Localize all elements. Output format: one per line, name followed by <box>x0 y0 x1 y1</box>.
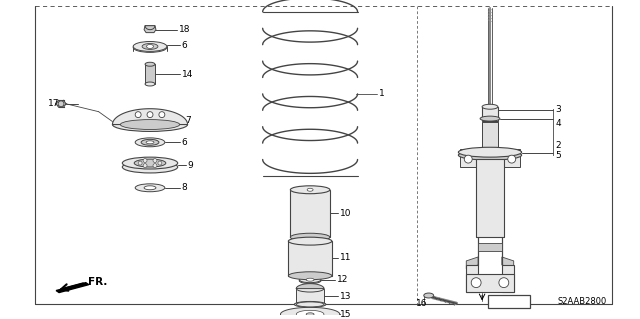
Circle shape <box>147 112 153 118</box>
Circle shape <box>143 164 147 167</box>
Ellipse shape <box>480 116 500 121</box>
Circle shape <box>464 155 472 163</box>
Ellipse shape <box>291 186 330 194</box>
Text: 6: 6 <box>182 41 188 50</box>
Ellipse shape <box>296 285 324 292</box>
Ellipse shape <box>122 157 178 169</box>
Polygon shape <box>502 257 514 269</box>
Text: FR.: FR. <box>88 277 107 287</box>
Bar <box>478 243 502 251</box>
Ellipse shape <box>144 186 156 190</box>
Ellipse shape <box>142 43 158 49</box>
Text: 1: 1 <box>380 89 385 98</box>
Circle shape <box>471 278 481 288</box>
Polygon shape <box>504 149 520 167</box>
Circle shape <box>153 159 157 162</box>
Text: 5: 5 <box>556 151 561 160</box>
Ellipse shape <box>458 147 522 157</box>
Polygon shape <box>145 26 155 30</box>
Circle shape <box>58 101 64 107</box>
Circle shape <box>153 164 157 167</box>
Polygon shape <box>113 109 188 124</box>
Text: 12: 12 <box>337 275 348 284</box>
Circle shape <box>138 161 142 165</box>
Ellipse shape <box>307 188 313 191</box>
Ellipse shape <box>296 302 324 307</box>
Ellipse shape <box>122 161 178 173</box>
Bar <box>296 289 324 304</box>
Ellipse shape <box>424 293 434 298</box>
Text: 3: 3 <box>556 105 561 114</box>
Text: 18: 18 <box>179 25 190 34</box>
Ellipse shape <box>458 150 522 160</box>
Circle shape <box>135 112 141 118</box>
Circle shape <box>158 161 162 165</box>
Bar <box>488 294 529 308</box>
Bar <box>289 241 332 276</box>
Text: 15: 15 <box>340 310 351 319</box>
Polygon shape <box>467 237 478 292</box>
Ellipse shape <box>135 138 165 147</box>
Ellipse shape <box>145 62 155 66</box>
Ellipse shape <box>120 120 180 130</box>
Bar <box>482 122 498 149</box>
Polygon shape <box>56 283 89 293</box>
Polygon shape <box>144 26 156 33</box>
Text: 4: 4 <box>556 119 561 128</box>
Circle shape <box>159 112 165 118</box>
Ellipse shape <box>141 139 159 145</box>
Ellipse shape <box>306 313 314 316</box>
Text: 8: 8 <box>182 183 188 192</box>
Text: 9: 9 <box>188 160 193 169</box>
Ellipse shape <box>306 278 314 281</box>
Bar <box>476 159 504 237</box>
Text: 2: 2 <box>556 141 561 150</box>
Ellipse shape <box>146 141 154 144</box>
Circle shape <box>143 159 147 162</box>
Polygon shape <box>296 284 324 289</box>
Bar <box>482 107 498 121</box>
Bar <box>467 274 514 292</box>
Bar <box>145 64 155 84</box>
Ellipse shape <box>482 104 498 109</box>
Circle shape <box>499 278 509 288</box>
Ellipse shape <box>113 118 188 131</box>
Text: 17: 17 <box>47 99 59 108</box>
Bar <box>291 190 330 237</box>
Polygon shape <box>296 310 324 318</box>
Polygon shape <box>467 257 478 269</box>
Text: 6: 6 <box>182 138 188 147</box>
Ellipse shape <box>134 159 166 167</box>
Text: 11: 11 <box>340 254 351 263</box>
Text: 7: 7 <box>186 116 191 125</box>
Ellipse shape <box>291 233 330 241</box>
Ellipse shape <box>145 82 155 86</box>
Ellipse shape <box>289 237 332 245</box>
Polygon shape <box>460 149 476 167</box>
Ellipse shape <box>289 272 332 280</box>
Ellipse shape <box>133 42 167 52</box>
Ellipse shape <box>133 41 167 51</box>
Text: 16: 16 <box>416 299 428 308</box>
Polygon shape <box>280 308 340 319</box>
Text: 13: 13 <box>340 292 351 301</box>
Ellipse shape <box>300 277 321 283</box>
Ellipse shape <box>300 278 321 284</box>
Text: 14: 14 <box>182 70 193 78</box>
Ellipse shape <box>147 44 154 48</box>
Text: B-27: B-27 <box>495 296 523 307</box>
Polygon shape <box>502 237 514 292</box>
Ellipse shape <box>135 184 165 192</box>
Text: S2AAB2800: S2AAB2800 <box>557 297 607 306</box>
Circle shape <box>508 155 516 163</box>
Text: 10: 10 <box>340 209 351 218</box>
Ellipse shape <box>294 301 326 308</box>
